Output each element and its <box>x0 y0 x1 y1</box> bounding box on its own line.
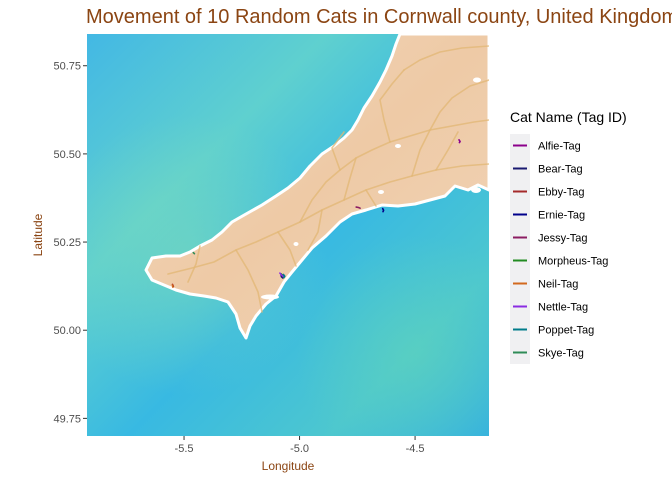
legend-title: Cat Name (Tag ID) <box>510 109 627 125</box>
series-track-nettle-tag <box>279 272 284 278</box>
y-tick-label: 49.75 <box>53 413 81 425</box>
legend-label: Nettle-Tag <box>538 302 588 314</box>
series-layer <box>171 139 461 289</box>
legend-label: Ebby-Tag <box>538 187 584 199</box>
x-axis-title: Longitude <box>262 459 315 473</box>
series-track-jessy-tag <box>355 206 361 209</box>
y-tick-label: 50.50 <box>53 149 81 161</box>
x-tick-label: -5.0 <box>290 443 309 455</box>
legend-label: Skye-Tag <box>538 348 584 360</box>
series-track-alfie-tag <box>458 139 461 144</box>
road-network <box>167 45 489 313</box>
series-track-bear-tag <box>280 274 284 279</box>
series-track-ernie-tag <box>381 207 385 213</box>
inland-lakes <box>261 77 481 300</box>
legend-label: Bear-Tag <box>538 164 583 176</box>
y-axis-title: Latitude <box>31 213 45 256</box>
x-axis: -5.5 -5.0 -4.5 <box>175 436 425 455</box>
cornwall-land <box>144 34 489 340</box>
legend-label: Morpheus-Tag <box>538 256 608 268</box>
y-axis: 49.75 50.00 50.25 50.50 50.75 <box>53 61 87 425</box>
legend-label: Neil-Tag <box>538 279 578 291</box>
series-track-poppet-tag <box>282 273 286 279</box>
legend-keys: Alfie-Tag Bear-Tag Ebby-Tag Ernie-Tag Jessy-… <box>510 134 608 364</box>
x-tick-label: -4.5 <box>406 443 425 455</box>
y-tick-label: 50.75 <box>53 61 81 73</box>
plot-panel <box>87 34 489 436</box>
x-tick-label: -5.5 <box>175 443 194 455</box>
chart-title: Movement of 10 Random Cats in Cornwall c… <box>86 6 672 28</box>
y-tick-label: 50.25 <box>53 237 81 249</box>
legend-label: Alfie-Tag <box>538 141 581 153</box>
legend-label: Poppet-Tag <box>538 325 594 337</box>
legend-label: Ernie-Tag <box>538 210 585 222</box>
legend: Cat Name (Tag ID) Alfie-Tag Bear-Tag Ebby-… <box>510 109 627 364</box>
y-tick-label: 50.00 <box>53 325 81 337</box>
series-track-skye-tag <box>192 251 196 255</box>
legend-label: Jessy-Tag <box>538 233 588 245</box>
